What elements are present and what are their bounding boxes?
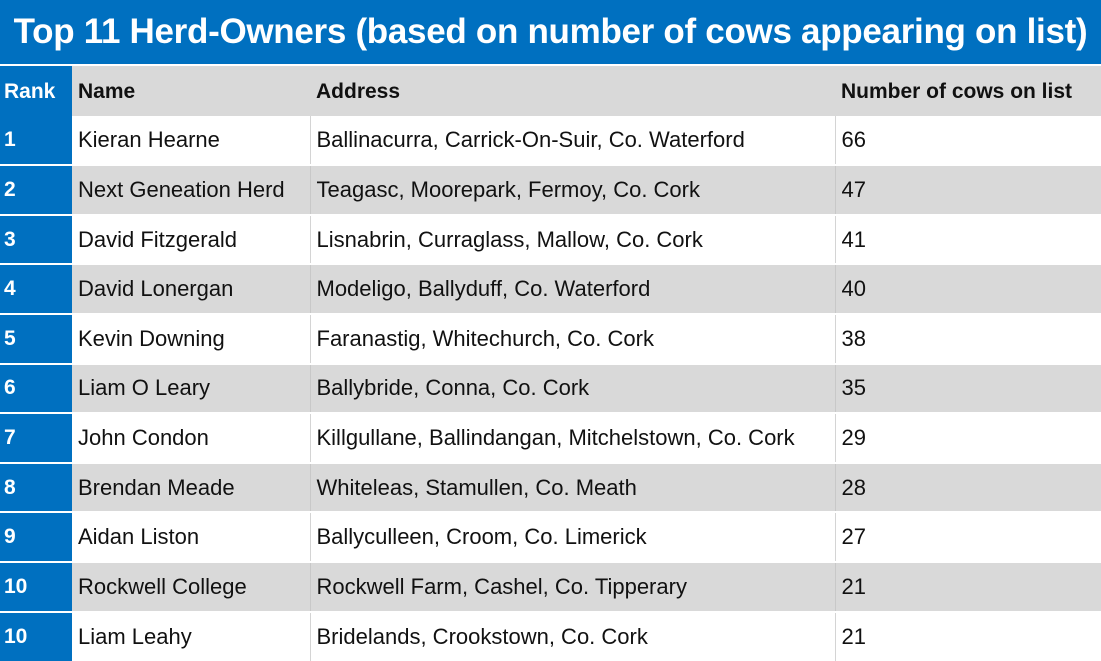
name-cell: David Lonergan — [72, 263, 310, 314]
page-title: Top 11 Herd-Owners (based on number of c… — [13, 12, 1088, 51]
address-cell: Teagasc, Moorepark, Fermoy, Co. Cork — [309, 164, 835, 215]
address-cell: Ballyculleen, Croom, Co. Limerick — [309, 511, 835, 562]
rank-cell: 10 — [0, 610, 72, 661]
table-row: 3 David Fitzgerald Lisnabrin, Curraglass, … — [0, 213, 1101, 265]
table-row: 6 Liam O Leary Ballybride, Conna, Co. Cork… — [0, 362, 1101, 414]
rank-cell: 2 — [0, 164, 72, 215]
table-row: 5 Kevin Downing Faranastig, Whitechurch, C… — [0, 312, 1101, 364]
cows-cell: 47 — [834, 164, 1101, 215]
name-cell: Kieran Hearne — [72, 115, 310, 166]
name-cell: Liam Leahy — [72, 610, 310, 661]
name-cell: Brendan Meade — [72, 461, 310, 513]
name-cell: John Condon — [72, 412, 310, 463]
herd-owners-table: Rank Name Address Number of cows on list… — [0, 66, 1101, 661]
rank-cell: 7 — [0, 412, 72, 463]
cows-cell: 28 — [834, 461, 1101, 513]
address-cell: Killgullane, Ballindangan, Mitchelstown,… — [309, 412, 835, 463]
table-row: 7 John Condon Killgullane, Ballindangan, M… — [0, 412, 1101, 463]
table-row: 2 Next Geneation Herd Teagasc, Moorepark, … — [0, 164, 1101, 215]
column-header-rank: Rank — [0, 66, 72, 116]
address-cell: Modeligo, Ballyduff, Co. Waterford — [309, 263, 835, 314]
name-cell: Liam O Leary — [72, 362, 310, 414]
rank-cell: 10 — [0, 560, 72, 612]
cows-cell: 35 — [834, 362, 1101, 414]
address-cell: Whiteleas, Stamullen, Co. Meath — [309, 461, 835, 513]
name-cell: Next Geneation Herd — [72, 164, 310, 215]
table-row: 10 Rockwell College Rockwell Farm, Cashel,… — [0, 560, 1101, 612]
cows-cell: 41 — [834, 213, 1101, 265]
rank-cell: 8 — [0, 461, 72, 513]
cows-cell: 29 — [834, 412, 1101, 463]
column-header-address: Address — [310, 66, 835, 116]
table-row: 1 Kieran Hearne Ballinacurra, Carrick-On-S… — [0, 115, 1101, 166]
rank-cell: 4 — [0, 263, 72, 314]
address-cell: Faranastig, Whitechurch, Co. Cork — [309, 312, 835, 364]
cows-cell: 21 — [834, 610, 1101, 661]
table-row: 9 Aidan Liston Ballyculleen, Croom, Co. Li… — [0, 511, 1101, 562]
cows-cell: 21 — [834, 560, 1101, 612]
column-header-cows: Number of cows on list — [835, 66, 1101, 116]
address-cell: Ballinacurra, Carrick-On-Suir, Co. Water… — [309, 115, 835, 166]
table-row: 10 Liam Leahy Bridelands, Crookstown, Co. … — [0, 610, 1101, 661]
name-cell: Kevin Downing — [72, 312, 310, 364]
name-cell: Rockwell College — [72, 560, 310, 612]
address-cell: Lisnabrin, Curraglass, Mallow, Co. Cork — [309, 213, 835, 265]
table-header-row: Rank Name Address Number of cows on list — [0, 66, 1101, 116]
cows-cell: 40 — [834, 263, 1101, 314]
title-banner: Top 11 Herd-Owners (based on number of c… — [0, 0, 1101, 66]
rank-cell: 3 — [0, 213, 72, 265]
name-cell: David Fitzgerald — [72, 213, 310, 265]
table-row: 4 David Lonergan Modeligo, Ballyduff, Co. … — [0, 263, 1101, 314]
table-row: 8 Brendan Meade Whiteleas, Stamullen, Co. … — [0, 461, 1101, 513]
rank-cell: 6 — [0, 362, 72, 414]
name-cell: Aidan Liston — [72, 511, 310, 562]
rank-cell: 5 — [0, 312, 72, 364]
address-cell: Ballybride, Conna, Co. Cork — [309, 362, 835, 414]
table-body: 1 Kieran Hearne Ballinacurra, Carrick-On-S… — [0, 115, 1101, 661]
cows-cell: 66 — [834, 115, 1101, 166]
cows-cell: 27 — [834, 511, 1101, 562]
rank-cell: 9 — [0, 511, 72, 562]
address-cell: Bridelands, Crookstown, Co. Cork — [309, 610, 835, 661]
cows-cell: 38 — [834, 312, 1101, 364]
column-header-name: Name — [72, 66, 310, 116]
rank-cell: 1 — [0, 115, 72, 166]
address-cell: Rockwell Farm, Cashel, Co. Tipperary — [309, 560, 835, 612]
